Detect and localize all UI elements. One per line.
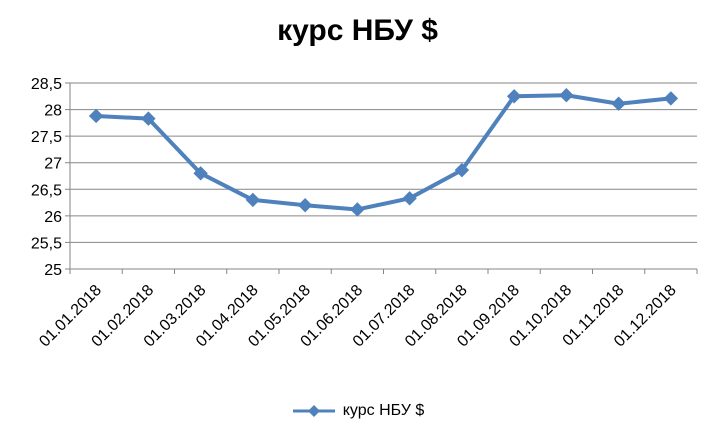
y-tick-label: 27,5 <box>31 129 62 146</box>
data-point <box>88 108 104 124</box>
data-point <box>559 88 574 103</box>
data-point <box>245 192 261 208</box>
legend-marker-icon <box>292 405 335 417</box>
data-point <box>350 202 365 217</box>
data-point <box>193 166 208 181</box>
data-point <box>402 191 417 206</box>
chart-title: курс НБУ $ <box>277 14 438 47</box>
data-point <box>297 198 313 213</box>
y-tick-label: 25 <box>44 262 62 279</box>
series-line <box>96 93 672 212</box>
y-tick-label: 26 <box>44 209 62 226</box>
y-tick-label: 27 <box>44 156 62 173</box>
y-tick-label: 26,5 <box>31 182 62 199</box>
data-point <box>141 111 156 126</box>
legend-label: курс НБУ $ <box>342 402 425 419</box>
data-point <box>611 96 626 111</box>
y-tick-label: 25,5 <box>31 235 62 252</box>
y-tick-label: 28 <box>44 103 62 120</box>
y-tick-label: 28,5 <box>31 76 62 93</box>
data-point <box>454 162 470 178</box>
data-point <box>506 89 522 104</box>
legend: курс НБУ $ <box>0 402 715 420</box>
data-point <box>663 91 679 106</box>
